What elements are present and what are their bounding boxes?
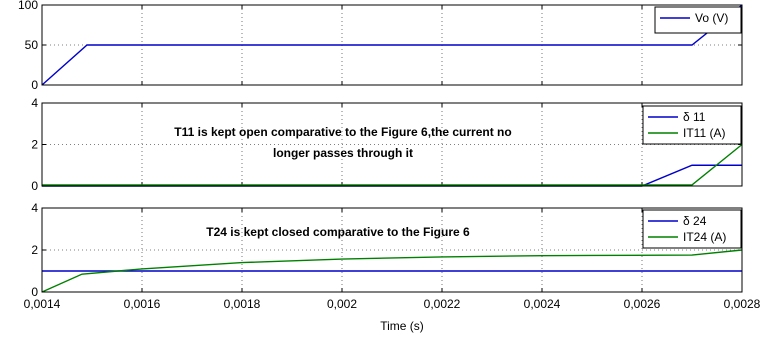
- y-tick-label-3: 2: [31, 243, 38, 257]
- legend-label: δ 24: [683, 214, 707, 228]
- series-line-2-2: [42, 143, 743, 186]
- axes-frame-3: [41, 207, 743, 293]
- x-tick-label: 0,0026: [624, 297, 661, 311]
- x-tick-label: 0,0028: [724, 297, 761, 311]
- legend-label: IT11 (A): [683, 126, 725, 140]
- legend-label: δ 11: [683, 110, 706, 124]
- legend-box-2: [642, 105, 742, 145]
- x-axis-label: Time (s): [380, 319, 424, 333]
- y-tick-label-2: 4: [31, 96, 38, 110]
- x-tick-label: 0,0018: [224, 297, 261, 311]
- y-tick-label-3: 0: [31, 285, 38, 299]
- legend-box-3: [642, 209, 742, 249]
- axes-frame-1: [41, 4, 743, 86]
- legend-label: IT24 (A): [683, 230, 726, 244]
- y-tick-label-1: 50: [25, 38, 39, 52]
- annotation-text: longer passes through it: [273, 146, 413, 160]
- x-tick-label: 0,0016: [124, 297, 161, 311]
- series-line-3-2: [41, 249, 743, 293]
- x-tick-label: 0,0014: [24, 297, 61, 311]
- x-tick-label: 0,0024: [524, 297, 561, 311]
- y-tick-label-1: 100: [18, 0, 38, 12]
- annotation-text: T24 is kept closed comparative to the Fi…: [206, 225, 470, 239]
- legend-label: Vo (V): [695, 11, 728, 25]
- legend-box-1: [654, 6, 742, 34]
- y-tick-label-1: 0: [31, 78, 38, 92]
- y-tick-label-3: 4: [31, 201, 38, 215]
- x-tick-label: 0,002: [327, 297, 357, 311]
- x-tick-label: 0,0022: [424, 297, 461, 311]
- annotation-text: T11 is kept open comparative to the Figu…: [174, 125, 511, 139]
- axes-frame-2: [41, 102, 743, 187]
- y-tick-label-2: 2: [31, 138, 38, 152]
- y-tick-label-2: 0: [31, 179, 38, 193]
